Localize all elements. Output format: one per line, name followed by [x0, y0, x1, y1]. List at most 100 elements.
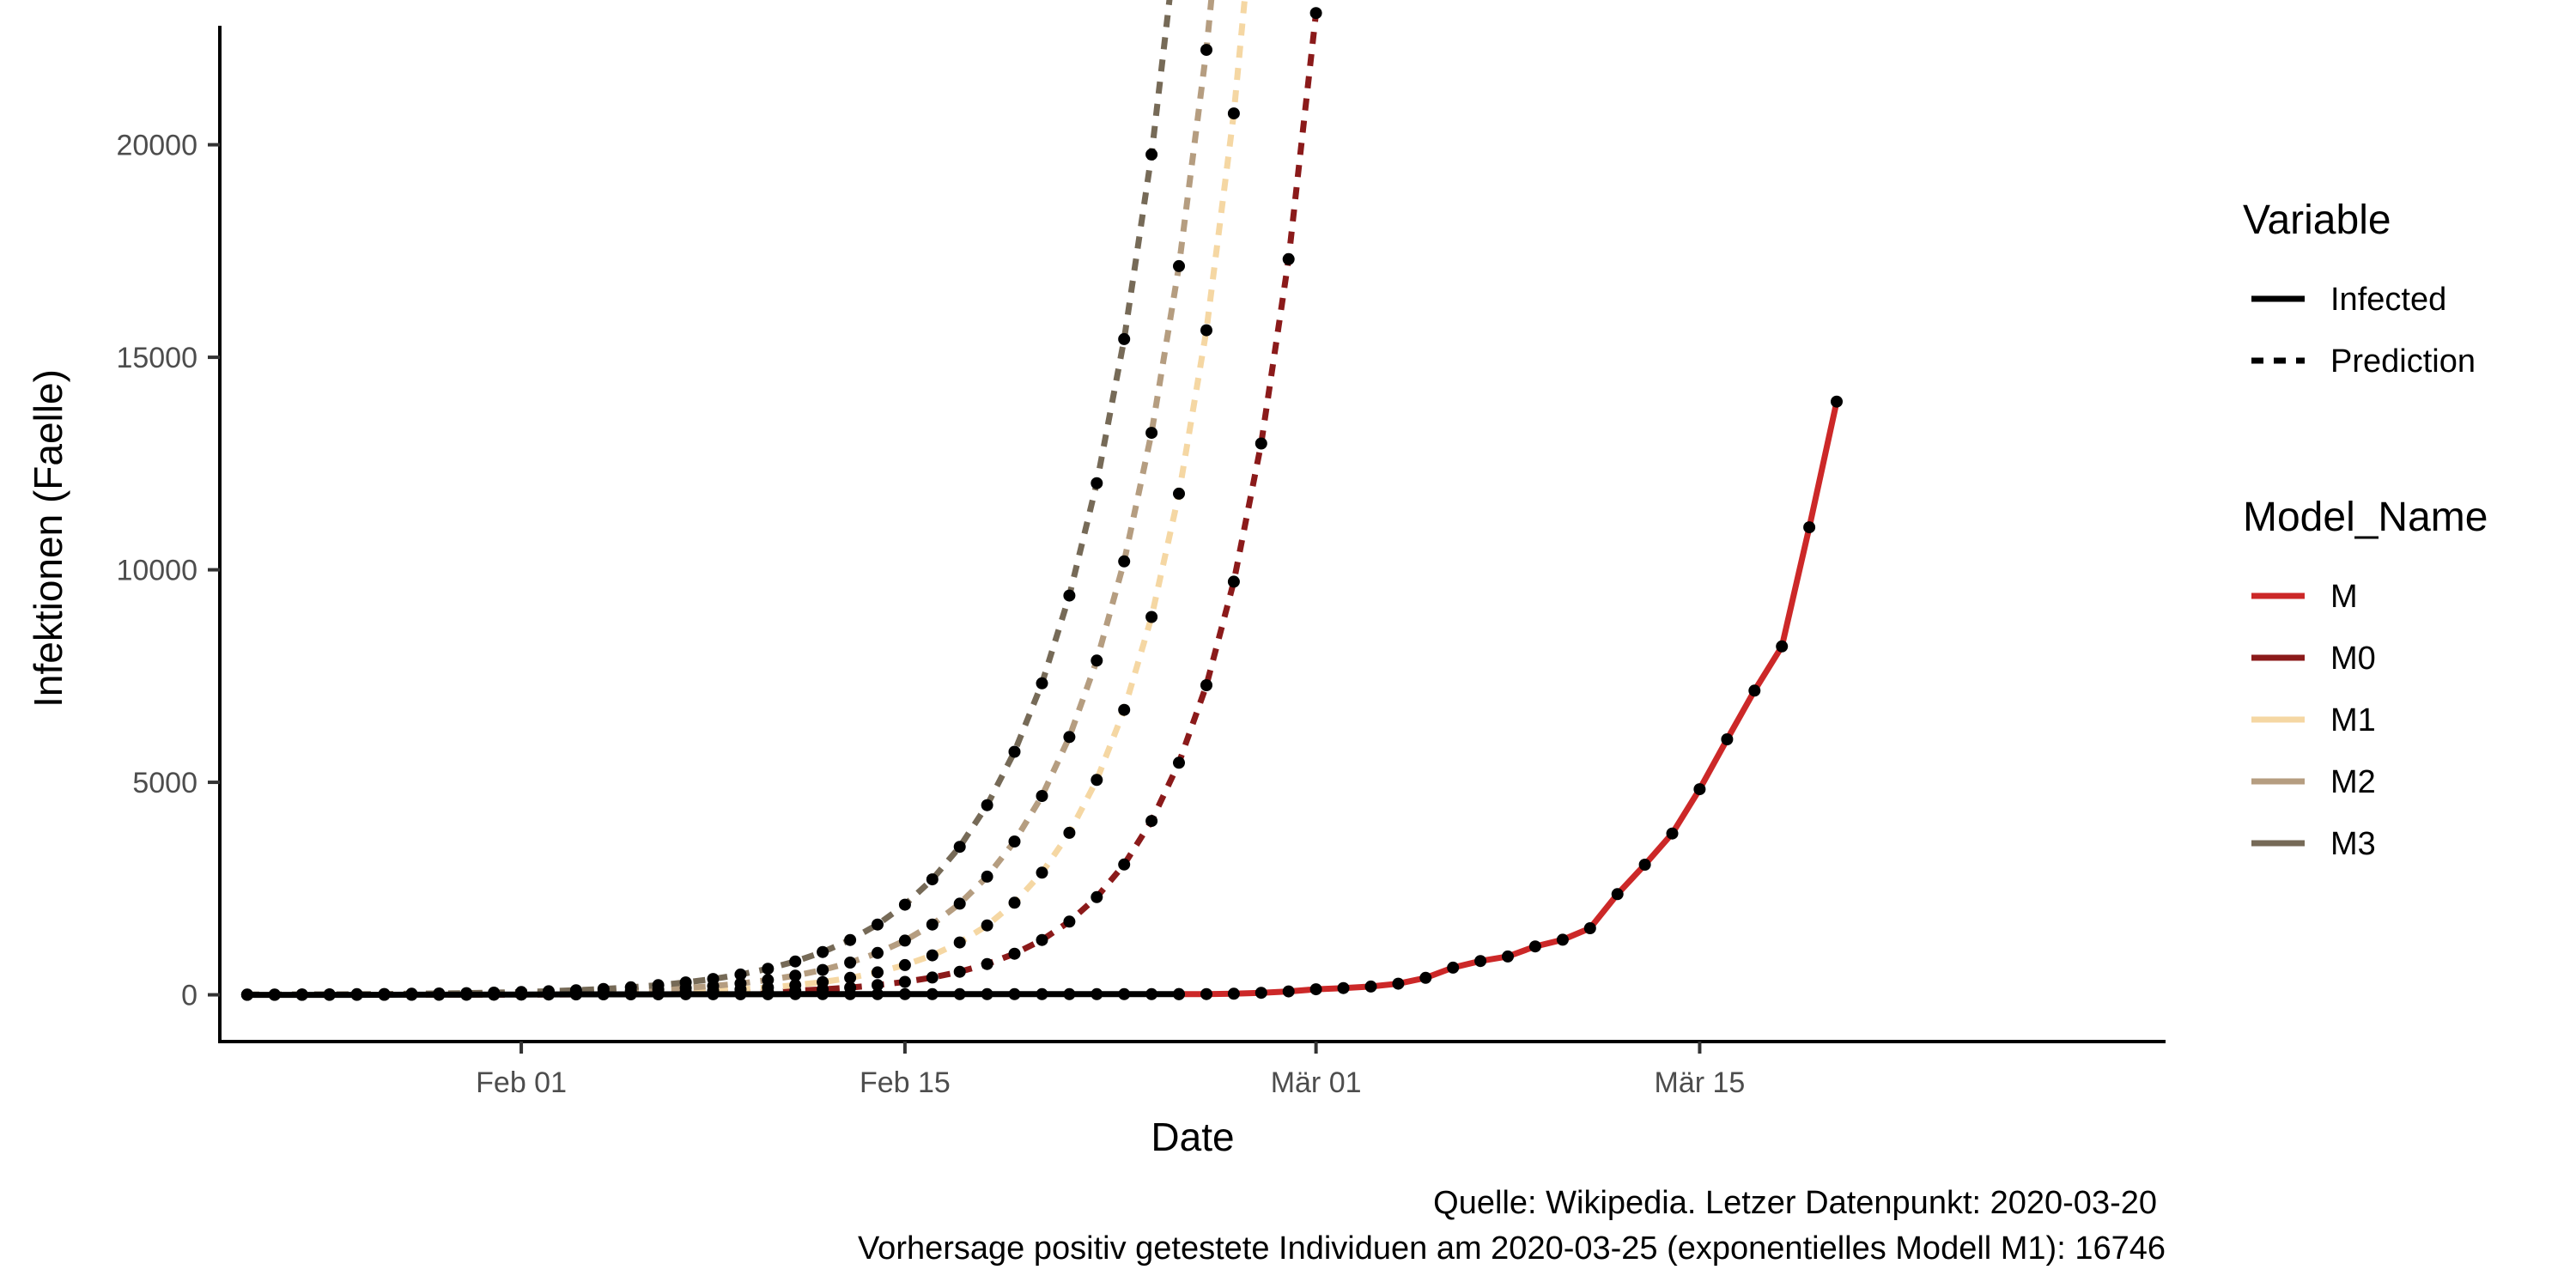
- y-axis-title: Infektionen (Faelle): [26, 369, 70, 708]
- data-point-m: [1419, 971, 1432, 984]
- data-point-m3: [1036, 677, 1048, 690]
- data-point-m3: [295, 988, 308, 1001]
- data-point-infected-early: [981, 987, 993, 1000]
- data-point-m2: [872, 946, 884, 959]
- data-point-m2: [926, 918, 939, 931]
- data-point-m3: [488, 987, 501, 999]
- data-point-m2: [762, 974, 775, 987]
- legend-label-prediction: Prediction: [2330, 343, 2476, 380]
- data-point-m0: [953, 965, 966, 978]
- data-point-m3: [569, 984, 582, 997]
- data-point-m: [1392, 977, 1405, 990]
- data-point-m: [1666, 827, 1679, 840]
- data-point-m: [1337, 981, 1350, 994]
- data-point-m1: [898, 958, 911, 971]
- legend-label-m3: M3: [2330, 826, 2376, 862]
- data-point-m1: [1173, 487, 1185, 500]
- data-point-m3: [872, 918, 884, 931]
- y-tick-label: 10000: [116, 555, 197, 587]
- data-point-m0: [844, 981, 857, 994]
- data-point-m3: [844, 933, 857, 946]
- data-point-m3: [981, 799, 993, 811]
- data-point-m: [1693, 783, 1706, 796]
- x-axis-title: Date: [1151, 1115, 1234, 1159]
- legend-model: Model_Name M M0 M1 M2 M3: [2243, 495, 2488, 862]
- data-point-m3: [1063, 589, 1076, 602]
- data-point-m3: [679, 976, 692, 989]
- legend-label-infected: Infected: [2330, 282, 2446, 318]
- data-point-m3: [268, 988, 281, 1001]
- data-point-m0: [872, 979, 884, 992]
- data-point-m3: [953, 841, 966, 854]
- data-point-m3: [926, 873, 939, 886]
- data-point-m1: [1091, 774, 1103, 787]
- data-point-m2: [1091, 654, 1103, 667]
- caption-source: Quelle: Wikipedia. Letzer Datenpunkt: 20…: [1433, 1185, 2157, 1221]
- legend-variable-title: Variable: [2243, 197, 2391, 243]
- series-line-m: [1178, 400, 1840, 998]
- data-point-infected-early: [898, 987, 911, 1000]
- data-point-m: [1309, 983, 1322, 996]
- data-point-m2: [1036, 790, 1048, 802]
- data-point-m1: [1200, 324, 1212, 337]
- series-line-m1: [246, 0, 1249, 998]
- data-point-m3: [734, 968, 747, 981]
- data-point-m3: [762, 963, 775, 975]
- data-point-infected-early: [926, 987, 939, 1000]
- data-point-m2: [789, 969, 802, 982]
- data-point-m0: [1282, 252, 1295, 265]
- data-point-m1: [926, 949, 939, 962]
- data-point-m3: [543, 985, 555, 998]
- x-tick-label: Feb 15: [860, 1066, 951, 1099]
- data-point-m1: [1227, 107, 1240, 120]
- legend-label-m2: M2: [2330, 764, 2376, 800]
- data-point-m2: [1063, 731, 1076, 744]
- data-point-m2: [898, 934, 911, 947]
- data-point-m3: [1145, 148, 1158, 161]
- data-point-m0: [1063, 915, 1076, 928]
- data-point-m3: [460, 987, 473, 999]
- x-tick-label: Mär 01: [1271, 1066, 1362, 1099]
- data-point-m2: [1145, 427, 1158, 440]
- data-point-m: [1583, 922, 1596, 934]
- data-point-m: [1200, 987, 1212, 1000]
- data-point-m3: [624, 981, 637, 993]
- plot-marks: [241, 0, 1980, 1001]
- data-point-m: [1803, 521, 1816, 534]
- data-point-m: [1748, 684, 1761, 697]
- data-point-infected-early: [1008, 987, 1021, 1000]
- data-point-m3: [433, 987, 446, 999]
- y-tick-label: 5000: [132, 767, 197, 799]
- data-point-m2: [1200, 44, 1212, 57]
- caption-prediction: Vorhersage positiv getestete Individuen …: [858, 1230, 2166, 1267]
- data-point-m0: [1118, 858, 1131, 871]
- data-point-m: [1255, 987, 1267, 999]
- data-point-m3: [898, 898, 911, 911]
- data-point-m: [1556, 933, 1569, 946]
- series-line-m0: [247, 0, 1974, 995]
- legend-variable: Variable Infected Prediction: [2243, 197, 2476, 380]
- data-point-m3: [652, 979, 665, 992]
- data-point-m3: [515, 986, 528, 999]
- data-point-m3: [1008, 745, 1021, 758]
- data-point-m: [1282, 985, 1295, 998]
- data-point-m3: [597, 982, 610, 995]
- x-tick-label: Feb 01: [476, 1066, 567, 1099]
- data-point-m2: [1118, 555, 1131, 568]
- data-point-infected-early: [1173, 987, 1185, 1000]
- data-point-m: [1528, 940, 1541, 953]
- data-point-m1: [817, 975, 829, 988]
- data-point-m2: [981, 870, 993, 883]
- data-point-m2: [817, 963, 829, 976]
- data-point-m: [1447, 961, 1460, 974]
- legend-model-title: Model_Name: [2243, 495, 2488, 540]
- data-point-m3: [350, 987, 363, 1000]
- data-point-m2: [734, 977, 747, 990]
- legend-label-m1: M1: [2330, 702, 2376, 738]
- data-point-m: [1638, 859, 1651, 871]
- data-point-m2: [844, 957, 857, 969]
- legend-label-m: M: [2330, 579, 2358, 615]
- data-point-infected-early: [1145, 987, 1158, 1000]
- data-point-m0: [1008, 947, 1021, 960]
